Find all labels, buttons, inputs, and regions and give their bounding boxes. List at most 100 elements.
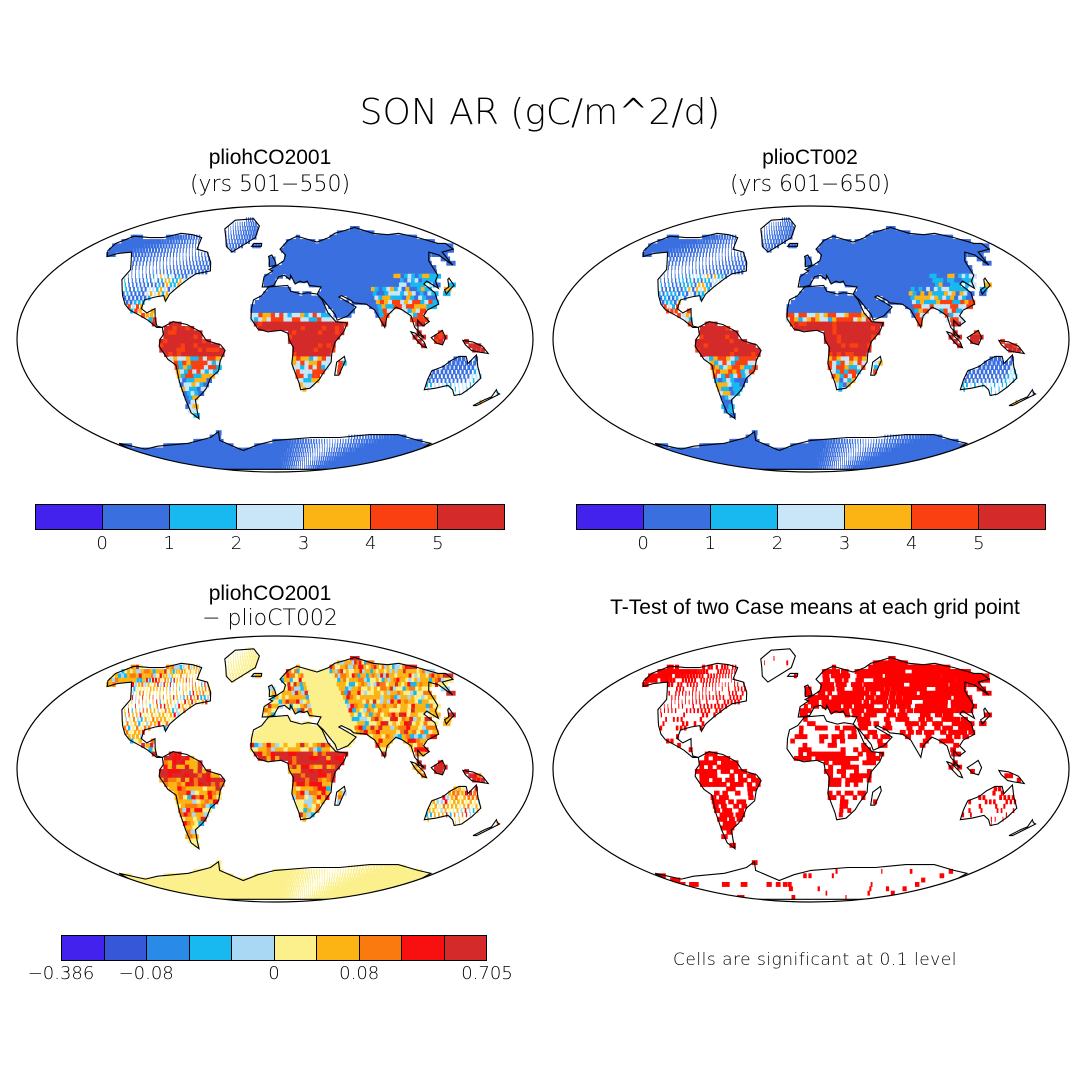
grid-cell: [694, 339, 700, 344]
grid-cell: [888, 452, 892, 457]
grid-cell: [836, 352, 842, 357]
grid-cell: [974, 252, 984, 257]
grid-cell: [932, 278, 940, 284]
grid-cell: [369, 465, 375, 470]
grid-cell: [873, 456, 876, 462]
grid-cell: [711, 369, 718, 375]
grid-cell: [316, 312, 322, 318]
grid-cell: [837, 260, 843, 266]
grid-cell: [313, 343, 319, 349]
grid-cell: [823, 317, 829, 323]
grid-cell: [271, 273, 276, 279]
grid-cell: [884, 304, 891, 310]
grid-cell: [401, 304, 408, 310]
grid-cell: [811, 265, 816, 270]
grid-cell: [294, 456, 297, 462]
grid-cell: [359, 443, 362, 449]
grid-cell: [847, 304, 853, 310]
grid-cell: [180, 334, 186, 340]
grid-cell: [850, 295, 856, 301]
grid-cell: [768, 226, 770, 231]
grid-cell: [181, 465, 191, 470]
grid-cell: [728, 256, 730, 262]
grid-cell: [142, 247, 146, 253]
grid-cell: [876, 304, 882, 310]
grid-cell: [329, 465, 333, 470]
grid-cell: [965, 278, 974, 284]
grid-cell: [736, 265, 739, 270]
grid-cell: [918, 308, 925, 314]
grid-cell: [862, 447, 864, 453]
grid-cell: [469, 382, 471, 388]
grid-cell: [802, 456, 806, 462]
grid-cell: [928, 278, 936, 284]
grid-cell: [933, 434, 937, 440]
grid-cell: [935, 282, 942, 288]
grid-cell: [260, 452, 265, 457]
grid-cell: [823, 304, 829, 310]
grid-cell: [309, 334, 315, 340]
grid-cell: [195, 382, 202, 388]
grid-cell: [798, 321, 804, 327]
grid-cell: [729, 352, 736, 357]
grid-cell: [287, 256, 292, 262]
grid-cell: [288, 260, 293, 266]
grid-cell: [389, 460, 397, 466]
grid-cell: [728, 369, 734, 375]
grid-cell: [299, 456, 301, 462]
grid-cell: [303, 256, 309, 262]
grid-cell: [883, 260, 890, 266]
grid-cell: [322, 334, 328, 340]
grid-cell: [729, 347, 735, 353]
grid-cell: [937, 304, 944, 310]
grid-cell: [996, 360, 1000, 366]
grid-cell: [118, 243, 122, 249]
grid-cell: [689, 278, 692, 284]
grid-cell: [913, 304, 920, 310]
grid-cell: [173, 247, 175, 253]
grid-cell: [728, 260, 731, 266]
grid-cell: [179, 234, 182, 240]
grid-cell: [972, 369, 976, 375]
grid-cell: [279, 452, 283, 457]
grid-cell: [715, 265, 718, 270]
grid-cell: [1016, 347, 1021, 353]
grid-cell: [802, 321, 808, 327]
grid-cell: [181, 386, 188, 392]
grid-cell: [300, 256, 306, 262]
grid-cell: [162, 460, 173, 466]
grid-cell: [858, 295, 865, 301]
grid-cell: [450, 365, 454, 370]
grid-cell: [407, 308, 414, 314]
grid-cell: [166, 234, 170, 240]
grid-cell: [198, 391, 205, 396]
grid-cell: [909, 434, 912, 440]
grid-cell: [396, 278, 404, 284]
grid-cell: [367, 452, 372, 457]
grid-cell: [328, 304, 334, 310]
grid-cell: [852, 282, 858, 288]
grid-cell: [838, 269, 844, 275]
grid-cell: [176, 347, 182, 353]
africa-coastline: [250, 284, 349, 391]
grid-cell: [853, 326, 859, 331]
grid-cell: [330, 321, 336, 327]
grid-cell: [173, 356, 179, 362]
grid-cell: [264, 460, 268, 466]
grid-cell: [818, 443, 822, 449]
grid-cell: [914, 465, 921, 470]
grid-cell: [324, 443, 326, 449]
grid-cell: [837, 443, 839, 449]
grid-cell: [283, 295, 288, 301]
grid-cell: [870, 465, 874, 470]
grid-cell: [991, 373, 994, 379]
grid-cell: [844, 456, 845, 462]
grid-cell: [135, 265, 137, 270]
grid-cell: [246, 226, 249, 231]
grid-cell: [737, 373, 743, 379]
grid-cell: [726, 391, 733, 396]
grid-cell: [272, 452, 276, 457]
grid-cell: [196, 234, 198, 240]
grid-cell: [808, 460, 812, 466]
grid-cell: [819, 295, 824, 301]
